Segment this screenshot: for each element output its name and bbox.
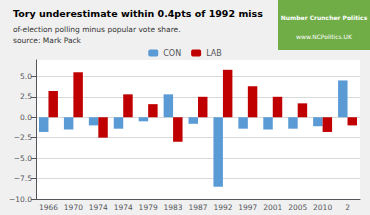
svg-text:2010: 2010 [313,203,332,212]
svg-text:1997: 1997 [238,203,257,212]
svg-text:1970: 1970 [64,203,83,212]
svg-text:2: 2 [345,203,350,212]
svg-text:CON: CON [163,49,181,58]
svg-text:1974: 1974 [114,203,133,212]
svg-text:1983: 1983 [164,203,183,212]
svg-text:1974: 1974 [89,203,108,212]
svg-text:−2.5: −2.5 [14,133,32,142]
svg-text:Number Cruncher Politics: Number Cruncher Politics [281,14,368,21]
svg-text:2001: 2001 [263,203,282,212]
svg-text:1979: 1979 [139,203,158,212]
svg-text:source: Mark Pack: source: Mark Pack [13,36,82,45]
svg-text:2005: 2005 [288,203,307,212]
svg-text:−7.5: −7.5 [14,174,32,183]
svg-text:2.5: 2.5 [20,92,32,101]
svg-text:1992: 1992 [213,203,232,212]
svg-text:1987: 1987 [188,203,207,212]
svg-text:0.0: 0.0 [20,113,32,122]
svg-text:5.0: 5.0 [20,72,32,81]
svg-text:1966: 1966 [39,203,58,212]
svg-text:Tory underestimate within 0.4p: Tory underestimate within 0.4pts of 1992… [13,8,263,19]
svg-text:of-election polling minus popu: of-election polling minus popular vote s… [13,25,181,34]
svg-text:−10.0: −10.0 [9,195,32,204]
svg-text:www.NCPolitics.UK: www.NCPolitics.UK [296,33,353,40]
svg-text:−5.0: −5.0 [14,154,32,163]
svg-text:LAB: LAB [206,49,222,58]
